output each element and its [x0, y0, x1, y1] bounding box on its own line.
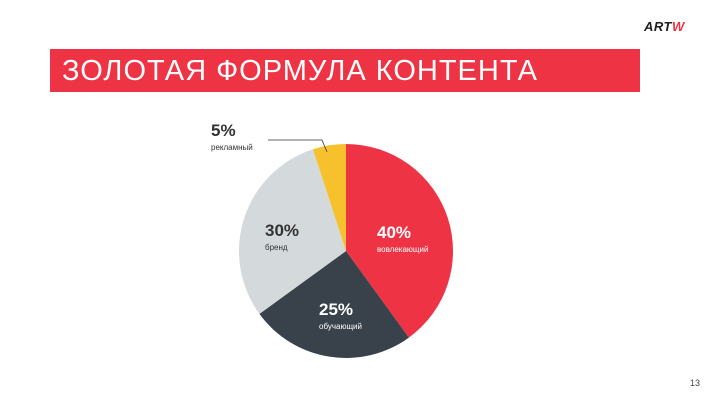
label-brand: 30% бренд: [265, 222, 299, 253]
title-banner: ЗОЛОТАЯ ФОРМУЛА КОНТЕНТА: [50, 49, 640, 92]
pie-slice-brand: [238, 149, 346, 314]
slide-title: ЗОЛОТАЯ ФОРМУЛА КОНТЕНТА: [62, 55, 538, 87]
pie-slice-advertising: [312, 144, 346, 251]
label-educational: 25% обучающий: [319, 301, 362, 332]
logo-text-w: W: [671, 19, 685, 34]
pie-slice-engaging: [346, 144, 453, 338]
label-advertising-percent: 5%: [211, 121, 236, 140]
label-advertising-name: рекламный: [211, 143, 253, 152]
logo-text-art: ART: [644, 19, 672, 34]
page-number: 13: [690, 378, 701, 388]
label-brand-name: бренд: [265, 243, 288, 252]
label-engaging: 40% вовлекающий: [377, 224, 428, 255]
pie-slice-educational: [259, 251, 409, 359]
label-educational-percent: 25%: [319, 300, 354, 319]
label-engaging-name: вовлекающий: [377, 245, 429, 254]
label-advertising: 5% рекламный: [211, 122, 253, 153]
label-engaging-percent: 40%: [377, 223, 412, 242]
label-educational-name: обучающий: [319, 322, 362, 331]
artw-logo: ARTW: [644, 19, 685, 34]
label-brand-percent: 30%: [265, 221, 300, 240]
advertising-leader-line: [268, 139, 328, 153]
